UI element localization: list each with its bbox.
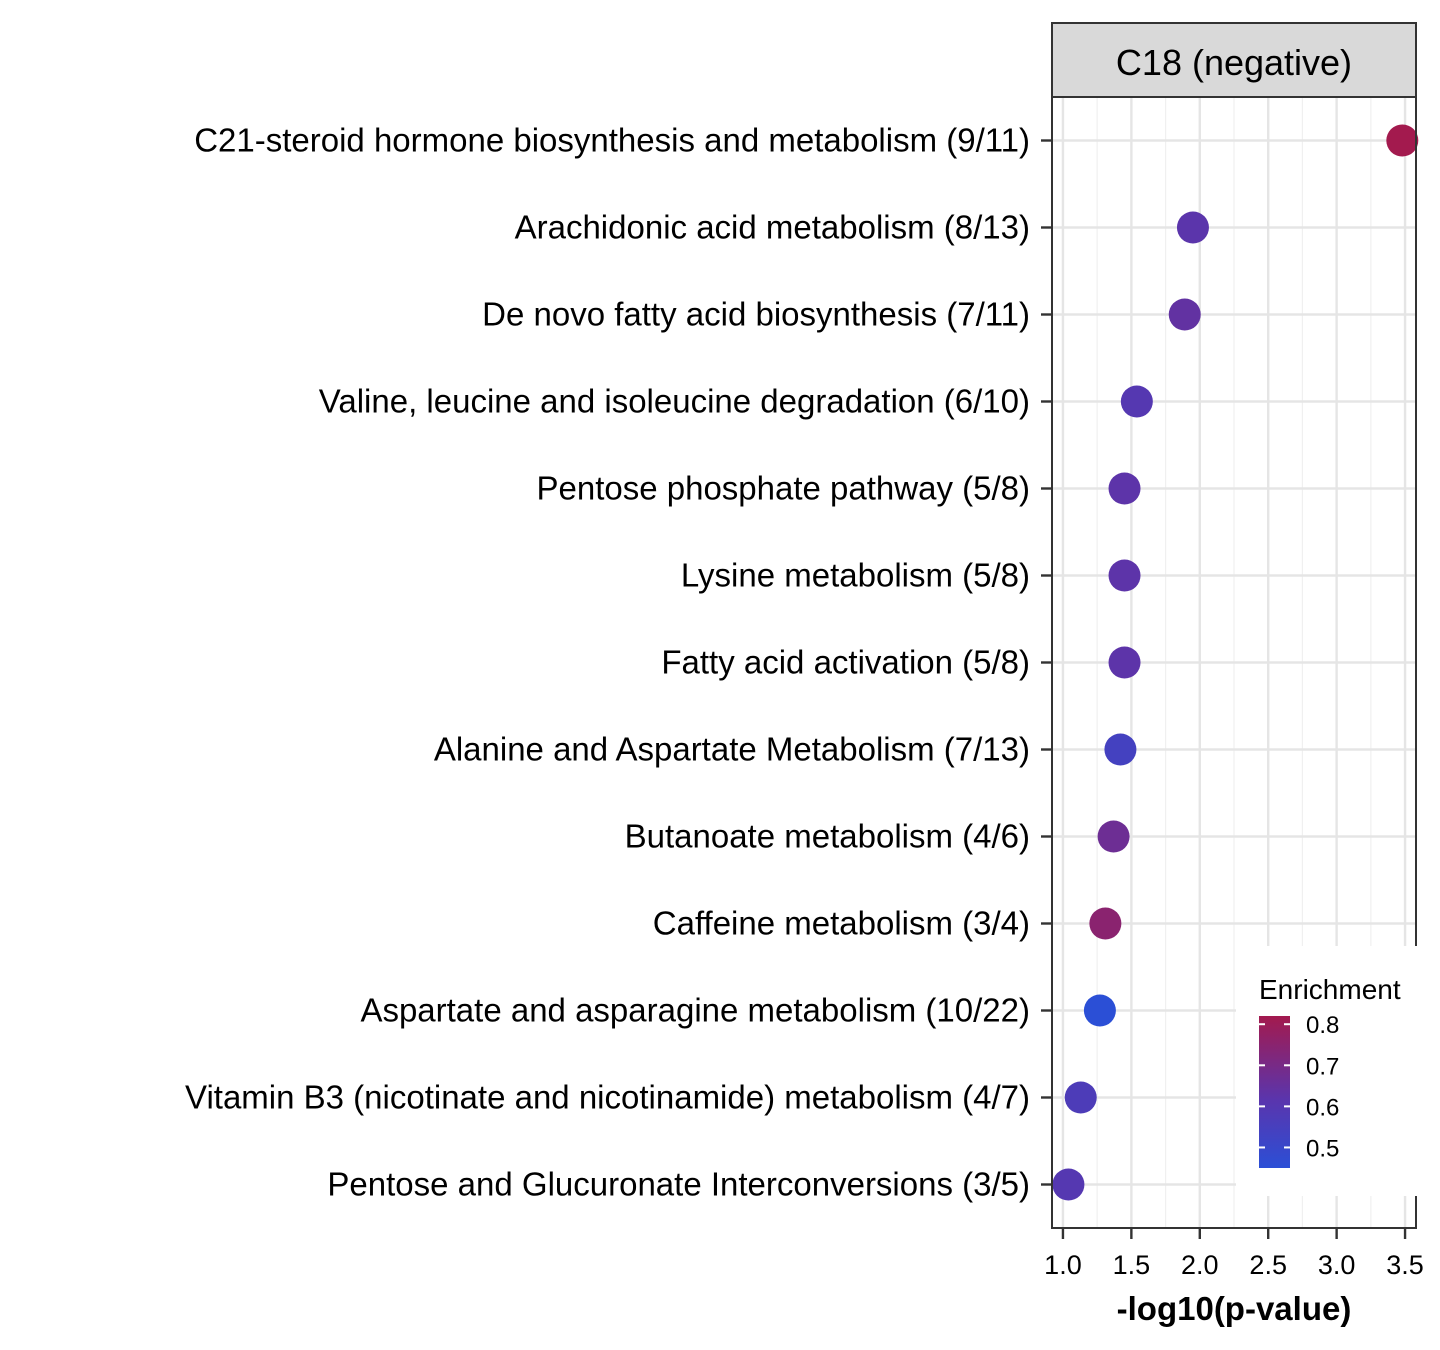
data-point bbox=[1052, 1168, 1085, 1201]
data-point bbox=[1108, 559, 1141, 592]
y-tick-label: Caffeine metabolism (3/4) bbox=[653, 905, 1030, 942]
x-axis-title: -log10(p-value) bbox=[1117, 1290, 1352, 1327]
x-tick-label: 3.5 bbox=[1386, 1250, 1424, 1280]
facet-strip-background bbox=[1051, 22, 1417, 98]
y-axis: C21-steroid hormone biosynthesis and met… bbox=[185, 122, 1052, 1203]
data-point bbox=[1089, 907, 1122, 940]
data-point bbox=[1104, 733, 1137, 766]
y-tick-label: Fatty acid activation (5/8) bbox=[661, 644, 1030, 681]
x-axis: 1.0 1.5 2.0 2.5 3.0 3.5 bbox=[1044, 1228, 1424, 1280]
data-points bbox=[1052, 124, 1419, 1201]
facet-strip-label: C18 (negative) bbox=[1116, 42, 1352, 83]
y-tick-label: Pentose and Glucuronate Interconversions… bbox=[327, 1166, 1030, 1203]
y-tick-label: De novo fatty acid biosynthesis (7/11) bbox=[482, 296, 1030, 333]
legend-tick-label: 0.5 bbox=[1306, 1135, 1339, 1162]
y-tick-label: Alanine and Aspartate Metabolism (7/13) bbox=[434, 731, 1030, 768]
data-point bbox=[1097, 820, 1130, 853]
data-point bbox=[1168, 298, 1201, 331]
legend-tick-label: 0.8 bbox=[1306, 1012, 1339, 1039]
data-point bbox=[1120, 385, 1153, 418]
legend-tick-label: 0.6 bbox=[1306, 1094, 1339, 1121]
x-tick-label: 2.5 bbox=[1249, 1250, 1287, 1280]
enrichment-legend: Enrichment 0.8 0.7 0.6 0.5 bbox=[1236, 946, 1440, 1196]
y-tick-label: Butanoate metabolism (4/6) bbox=[625, 818, 1030, 855]
data-point bbox=[1064, 1081, 1097, 1114]
x-tick-label: 2.0 bbox=[1181, 1250, 1219, 1280]
data-point bbox=[1386, 124, 1419, 157]
y-tick-label: Pentose phosphate pathway (5/8) bbox=[536, 470, 1030, 507]
x-tick-label: 1.0 bbox=[1044, 1250, 1082, 1280]
data-point bbox=[1083, 994, 1116, 1027]
y-tick-label: Vitamin B3 (nicotinate and nicotinamide)… bbox=[185, 1079, 1030, 1116]
facet-strip: C18 (negative) bbox=[1051, 22, 1417, 98]
x-tick-label: 1.5 bbox=[1113, 1250, 1151, 1280]
y-tick-label: Valine, leucine and isoleucine degradati… bbox=[319, 383, 1030, 420]
y-tick-label: Aspartate and asparagine metabolism (10/… bbox=[360, 992, 1030, 1029]
legend-title: Enrichment bbox=[1259, 974, 1401, 1005]
legend-tick-label: 0.7 bbox=[1306, 1053, 1339, 1080]
data-point bbox=[1108, 646, 1141, 679]
data-point bbox=[1176, 211, 1209, 244]
data-point bbox=[1108, 472, 1141, 505]
y-tick-label: Arachidonic acid metabolism (8/13) bbox=[515, 209, 1030, 246]
y-tick-label: C21-steroid hormone biosynthesis and met… bbox=[194, 122, 1030, 159]
x-tick-label: 3.0 bbox=[1318, 1250, 1356, 1280]
legend-colorbar bbox=[1259, 1016, 1290, 1168]
legend-ticks: 0.8 0.7 0.6 0.5 bbox=[1259, 1012, 1339, 1162]
y-tick-label: Lysine metabolism (5/8) bbox=[681, 557, 1030, 594]
